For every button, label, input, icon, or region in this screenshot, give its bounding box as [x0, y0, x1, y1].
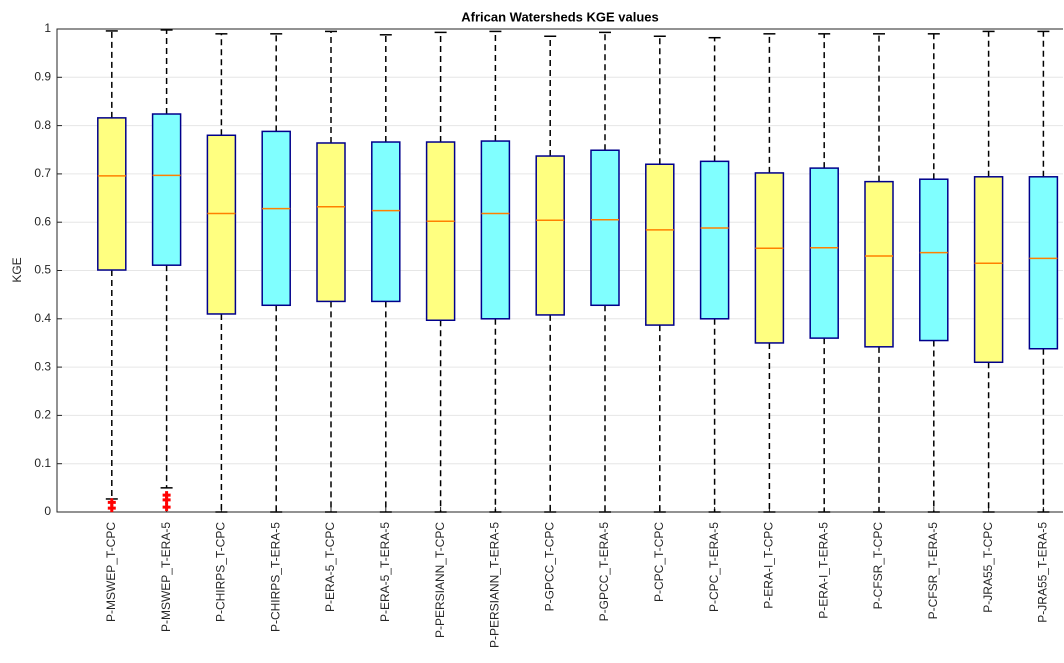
box — [206, 134, 237, 315]
box — [1028, 176, 1059, 350]
x-tick-label: P-ERA-I_T-CPC — [762, 522, 776, 609]
y-tick-label: 1 — [44, 21, 51, 35]
box — [590, 149, 620, 307]
box — [754, 172, 785, 344]
chart-title: African Watersheds KGE values — [461, 9, 658, 24]
y-tick-label: 0.8 — [34, 118, 51, 132]
y-tick-label: 0.5 — [34, 263, 51, 277]
x-tick-label: P-MSWEP_T-CPC — [104, 522, 118, 622]
box — [151, 113, 182, 266]
x-tick-label: P-ERA-I_T-ERA-5 — [816, 522, 830, 619]
y-tick-label: 0.7 — [34, 166, 51, 180]
box — [919, 178, 949, 342]
box — [480, 140, 511, 320]
outlier — [107, 504, 116, 513]
y-tick-label: 0.1 — [34, 456, 51, 470]
axes — [56, 28, 1063, 513]
outlier — [162, 503, 171, 512]
y-tick-label: 0 — [44, 504, 51, 518]
x-tick-label: P-CFSR_T-ERA-5 — [926, 522, 940, 620]
y-axis-label: KGE — [10, 257, 24, 282]
x-tick-label: P-PERSIANN_T-ERA-5 — [488, 522, 502, 648]
y-tick-label: 0.2 — [34, 408, 51, 422]
y-tick-label: 0.4 — [34, 311, 51, 325]
box — [535, 155, 565, 316]
box — [97, 117, 127, 271]
x-tick-label: P-MSWEP_T-ERA-5 — [159, 522, 173, 632]
x-tick-label: P-CHIRPS_T-ERA-5 — [268, 522, 282, 632]
box — [261, 130, 291, 307]
box — [973, 176, 1004, 364]
y-tick-label: 0.9 — [34, 69, 51, 83]
box — [371, 141, 401, 303]
y-tick-label: 0.6 — [34, 214, 51, 228]
x-tick-label: P-CPC_T-CPC — [652, 522, 666, 602]
box — [425, 141, 456, 321]
y-tick-label: 0.3 — [34, 359, 51, 373]
x-tick-label: P-JRA55_T-CPC — [981, 522, 995, 613]
box — [864, 180, 894, 348]
box — [316, 142, 346, 303]
box — [809, 167, 839, 339]
outlier — [162, 495, 171, 504]
x-tick-label: P-CPC_T-ERA-5 — [707, 522, 721, 612]
x-tick-label: P-JRA55_T-ERA-5 — [1036, 522, 1050, 623]
x-tick-label: P-GPCC_T-CPC — [542, 522, 556, 612]
box — [699, 160, 730, 320]
x-tick-label: P-ERA-5_T-ERA-5 — [378, 522, 392, 622]
box — [645, 163, 675, 326]
x-tick-label: P-GPCC_T-ERA-5 — [597, 522, 611, 622]
x-tick-label: P-PERSIANN_T-CPC — [433, 522, 447, 638]
x-tick-label: P-CHIRPS_T-CPC — [214, 522, 228, 622]
x-tick-label: P-ERA-5_T-CPC — [323, 522, 337, 612]
x-tick-label: P-CFSR_T-CPC — [871, 522, 885, 610]
